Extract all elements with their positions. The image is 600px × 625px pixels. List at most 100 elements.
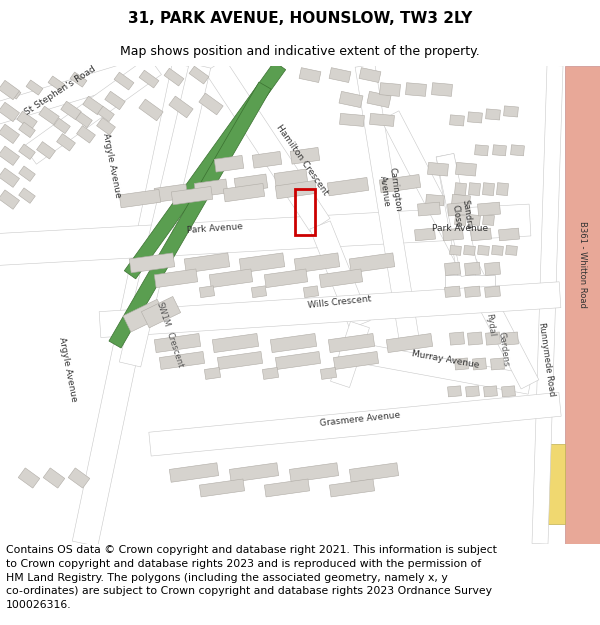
Polygon shape	[265, 479, 310, 497]
Polygon shape	[39, 106, 59, 124]
Polygon shape	[212, 334, 259, 352]
Polygon shape	[310, 221, 370, 329]
Polygon shape	[0, 55, 158, 126]
Polygon shape	[199, 286, 215, 298]
Text: Hamilton Crescent: Hamilton Crescent	[274, 123, 330, 198]
Polygon shape	[149, 392, 561, 456]
Polygon shape	[334, 351, 379, 369]
Polygon shape	[37, 142, 55, 159]
Polygon shape	[359, 68, 381, 82]
Polygon shape	[331, 321, 370, 388]
Polygon shape	[239, 253, 285, 272]
Polygon shape	[503, 332, 518, 345]
Polygon shape	[445, 275, 495, 295]
Polygon shape	[467, 112, 482, 123]
Polygon shape	[491, 358, 505, 370]
Polygon shape	[48, 76, 65, 91]
Polygon shape	[61, 101, 81, 119]
Text: St Stephen's Road: St Stephen's Road	[23, 64, 97, 117]
Polygon shape	[478, 202, 500, 216]
Polygon shape	[164, 68, 184, 86]
Polygon shape	[355, 64, 420, 346]
Polygon shape	[485, 286, 500, 298]
Polygon shape	[123, 299, 165, 332]
Polygon shape	[0, 124, 20, 144]
Polygon shape	[99, 282, 561, 338]
Polygon shape	[454, 182, 467, 196]
Polygon shape	[252, 151, 282, 168]
Polygon shape	[77, 126, 95, 143]
Polygon shape	[124, 62, 286, 279]
Polygon shape	[532, 66, 563, 544]
Polygon shape	[473, 358, 487, 370]
Polygon shape	[83, 96, 103, 115]
Polygon shape	[449, 332, 464, 345]
Polygon shape	[199, 479, 245, 497]
Polygon shape	[493, 145, 506, 156]
Polygon shape	[445, 286, 460, 298]
Polygon shape	[19, 122, 35, 138]
Polygon shape	[53, 118, 70, 134]
Polygon shape	[506, 246, 517, 256]
Polygon shape	[251, 286, 266, 298]
Polygon shape	[469, 214, 481, 226]
Polygon shape	[205, 59, 330, 231]
Polygon shape	[97, 118, 115, 135]
Polygon shape	[189, 66, 209, 84]
Polygon shape	[119, 189, 161, 208]
Polygon shape	[304, 286, 319, 298]
Polygon shape	[209, 269, 253, 288]
Polygon shape	[217, 351, 263, 369]
Text: Argyle Avenue: Argyle Avenue	[101, 132, 122, 198]
Polygon shape	[443, 228, 463, 241]
Polygon shape	[234, 174, 268, 192]
Text: Murray Avenue: Murray Avenue	[410, 349, 479, 370]
Polygon shape	[485, 332, 500, 345]
Polygon shape	[264, 269, 308, 288]
Polygon shape	[294, 253, 340, 272]
Polygon shape	[0, 81, 20, 100]
Polygon shape	[0, 102, 20, 122]
Text: 31, PARK AVENUE, HOUNSLOW, TW3 2LY: 31, PARK AVENUE, HOUNSLOW, TW3 2LY	[128, 11, 472, 26]
Polygon shape	[18, 468, 40, 488]
Polygon shape	[445, 262, 460, 276]
Polygon shape	[436, 154, 479, 277]
Polygon shape	[142, 296, 181, 328]
Polygon shape	[464, 286, 481, 298]
Polygon shape	[4, 84, 21, 99]
Polygon shape	[26, 80, 43, 95]
Polygon shape	[319, 269, 363, 288]
Polygon shape	[503, 106, 518, 117]
Polygon shape	[327, 177, 369, 196]
Polygon shape	[0, 190, 20, 209]
Polygon shape	[418, 202, 440, 216]
Polygon shape	[76, 112, 92, 128]
Polygon shape	[329, 68, 351, 82]
Polygon shape	[565, 66, 600, 544]
Polygon shape	[171, 186, 213, 205]
Polygon shape	[386, 334, 433, 352]
Polygon shape	[367, 91, 391, 108]
Polygon shape	[194, 179, 228, 198]
Polygon shape	[406, 82, 427, 96]
Bar	[295, 189, 315, 235]
Polygon shape	[485, 109, 500, 120]
Polygon shape	[379, 174, 421, 193]
Polygon shape	[436, 154, 479, 296]
Polygon shape	[43, 468, 65, 488]
Polygon shape	[482, 182, 494, 196]
Polygon shape	[370, 113, 394, 126]
Text: Contains OS data © Crown copyright and database right 2021. This information is : Contains OS data © Crown copyright and d…	[6, 546, 497, 610]
Text: Map shows position and indicative extent of the property.: Map shows position and indicative extent…	[120, 45, 480, 58]
Text: Rydal: Rydal	[484, 312, 496, 337]
Polygon shape	[0, 146, 20, 166]
Polygon shape	[428, 162, 448, 176]
Polygon shape	[114, 72, 134, 90]
Polygon shape	[338, 340, 532, 394]
Polygon shape	[448, 202, 470, 216]
Polygon shape	[109, 82, 271, 348]
Polygon shape	[17, 111, 37, 129]
Polygon shape	[70, 72, 87, 87]
Polygon shape	[68, 468, 90, 488]
Polygon shape	[415, 228, 436, 241]
